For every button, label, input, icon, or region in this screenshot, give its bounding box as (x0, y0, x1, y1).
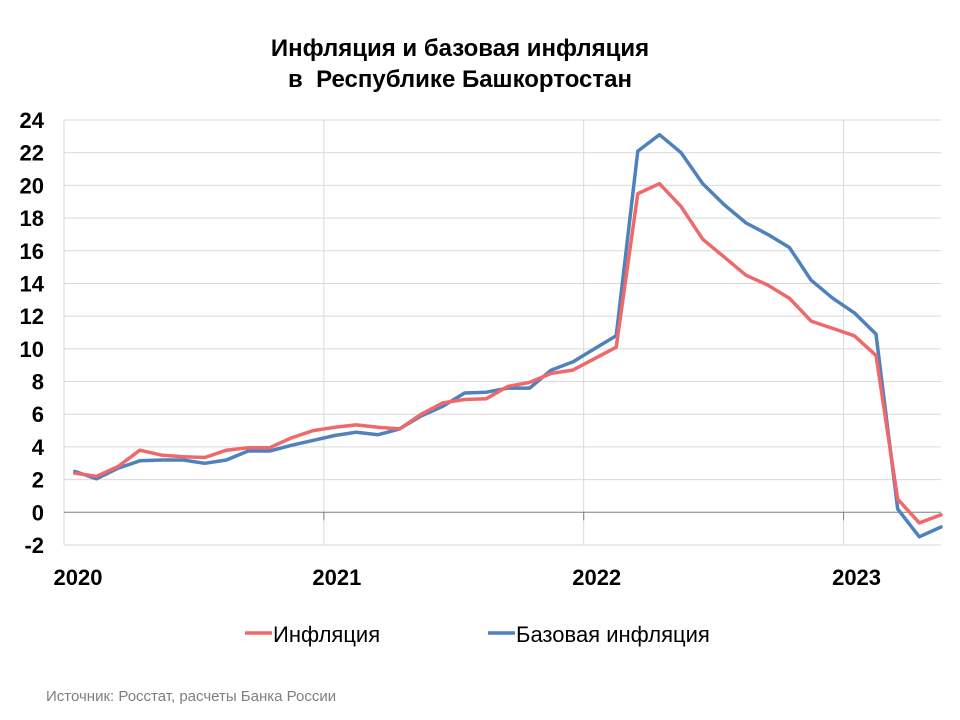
x-tick-label: 2021 (312, 565, 361, 590)
y-tick-label: 2 (32, 468, 44, 493)
y-tick-label: 14 (20, 271, 45, 296)
y-tick-label: 16 (20, 239, 44, 264)
series-line (75, 135, 941, 537)
y-tick-label: 20 (20, 173, 44, 198)
source-note: Источник: Росстат, расчеты Банка России (46, 688, 336, 705)
gridlines (64, 120, 941, 545)
y-tick-label: 6 (32, 402, 44, 427)
legend: Инфляция Базовая инфляция (245, 622, 710, 647)
x-tick-label: 2020 (54, 565, 103, 590)
y-tick-label: -2 (24, 533, 44, 558)
y-tick-label: 0 (32, 500, 44, 525)
series-lines (75, 135, 941, 537)
y-tick-label: 10 (20, 337, 44, 362)
x-tick-label: 2022 (572, 565, 621, 590)
y-tick-label: 22 (20, 141, 44, 166)
x-axis: 2020 2021 2022 2023 (54, 512, 941, 590)
y-tick-label: 18 (20, 206, 44, 231)
x-tick-label: 2023 (832, 565, 881, 590)
y-tick-label: 4 (32, 435, 45, 460)
series-line (75, 184, 941, 523)
legend-label: Инфляция (273, 622, 380, 647)
y-tick-label: 12 (20, 304, 44, 329)
y-tick-label: 24 (20, 108, 45, 133)
legend-label: Базовая инфляция (516, 622, 710, 647)
y-tick-label: 8 (32, 370, 44, 395)
